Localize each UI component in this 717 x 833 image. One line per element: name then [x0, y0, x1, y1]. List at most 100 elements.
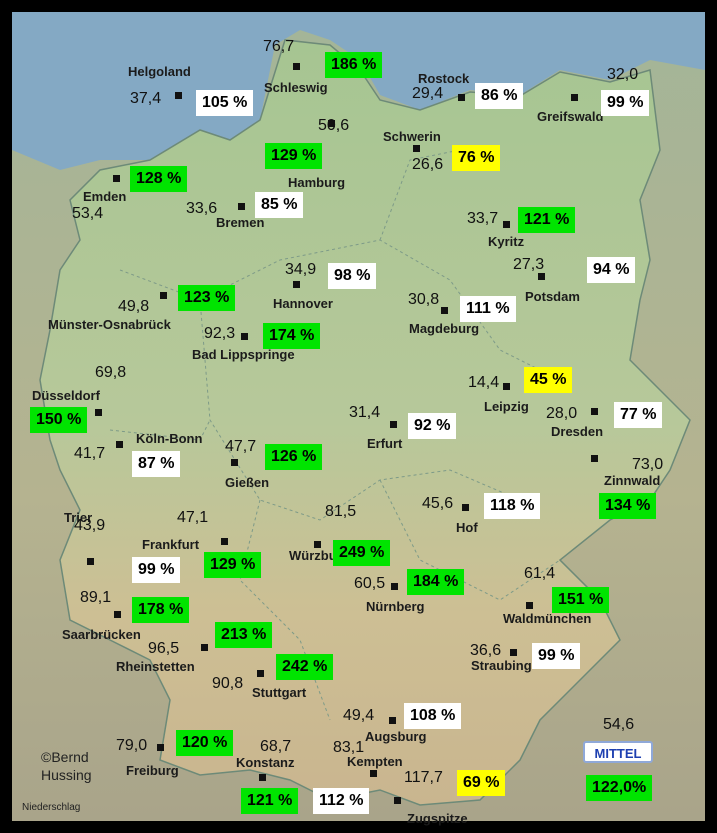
- station-marker: [241, 333, 248, 340]
- station-name: Emden: [83, 189, 127, 204]
- station-name: Bad Lippspringe: [192, 347, 295, 362]
- station-name: Düsseldorf: [32, 388, 100, 403]
- station-precip-value: 37,4: [130, 90, 162, 107]
- station-percent-badge: 99 %: [532, 643, 581, 669]
- station-percent-badge: 69 %: [457, 770, 506, 796]
- station-precip-value: 89,1: [80, 589, 112, 606]
- station-precip-value: 28,0: [546, 405, 578, 422]
- station-marker: [503, 383, 510, 390]
- station-name: Freiburg: [126, 763, 179, 778]
- station-name: Potsdam: [525, 289, 580, 304]
- station-percent-badge: 76 %: [452, 145, 501, 171]
- station-marker: [160, 292, 167, 299]
- station-percent-badge: 213 %: [215, 622, 273, 648]
- station-marker: [238, 203, 245, 210]
- station-name: Erfurt: [367, 436, 403, 451]
- station-marker: [503, 221, 510, 228]
- station-precip-value: 90,8: [212, 675, 244, 692]
- station-name: Saarbrücken: [62, 627, 141, 642]
- station-precip-value: 14,4: [468, 374, 500, 391]
- station-name: Straubing: [471, 658, 532, 673]
- station-marker: [391, 583, 398, 590]
- station-precip-value: 43,9: [74, 517, 106, 534]
- station-marker: [95, 409, 102, 416]
- station-percent-badge: 184 %: [407, 569, 465, 595]
- station-marker: [394, 797, 401, 804]
- station-precip-value: 49,4: [343, 707, 375, 724]
- station-name: Leipzig: [484, 399, 529, 414]
- station-name: Konstanz: [236, 755, 295, 770]
- station-precip-value: 69,8: [95, 364, 127, 381]
- station-name: Hamburg: [288, 175, 346, 190]
- station-marker: [231, 459, 238, 466]
- station-marker: [526, 602, 533, 609]
- station-name: Schleswig: [264, 80, 328, 95]
- station-percent-badge: 129 %: [265, 143, 323, 169]
- station-name: Köln-Bonn: [136, 431, 203, 446]
- station-precip-value: 33,6: [186, 200, 218, 217]
- station-precip-value: 92,3: [204, 325, 236, 342]
- station-percent-badge: 151 %: [552, 587, 610, 613]
- station-marker: [113, 175, 120, 182]
- station-precip-value: 45,6: [422, 495, 454, 512]
- station-marker: [328, 120, 335, 127]
- station-name: Schwerin: [383, 129, 441, 144]
- average-badge: MITTEL: [583, 741, 653, 763]
- station-name: Hannover: [273, 296, 333, 311]
- station-name: Rheinstetten: [116, 659, 195, 674]
- station-precip-value: 60,5: [354, 575, 386, 592]
- station-marker: [441, 307, 448, 314]
- station-name: Hof: [456, 520, 478, 535]
- station-precip-value: 34,9: [285, 261, 317, 278]
- station-name: Nürnberg: [366, 599, 425, 614]
- station-percent-badge: 85 %: [255, 192, 304, 218]
- station-percent-badge: 121 %: [241, 788, 299, 814]
- station-percent-badge: 99 %: [601, 90, 650, 116]
- station-name: Augsburg: [365, 729, 427, 744]
- station-precip-value: 30,8: [408, 291, 440, 308]
- station-percent-badge: 118 %: [484, 493, 541, 519]
- station-marker: [116, 441, 123, 448]
- station-marker: [293, 63, 300, 70]
- station-percent-badge: 92 %: [408, 413, 457, 439]
- station-percent-badge: 123 %: [178, 285, 236, 311]
- station-name: Dresden: [551, 424, 604, 439]
- station-precip-value: 83,1: [333, 739, 365, 756]
- station-percent-badge: 150 %: [30, 407, 88, 433]
- station-percent-badge: 45 %: [524, 367, 573, 393]
- station-marker: [390, 421, 397, 428]
- station-percent-badge: 112 %: [313, 788, 370, 814]
- station-marker: [413, 145, 420, 152]
- station-name: Münster-Osnabrück: [48, 317, 171, 332]
- copyright-line1: ©Bernd: [41, 749, 89, 765]
- station-precip-value: 32,0: [607, 66, 639, 83]
- station-precip-value: 117,7: [404, 769, 443, 786]
- station-marker: [314, 541, 321, 548]
- station-marker: [458, 94, 465, 101]
- station-percent-badge: 108 %: [404, 703, 462, 729]
- station-marker: [175, 92, 182, 99]
- station-precip-value: 27,3: [513, 256, 545, 273]
- station-percent-badge: 87 %: [132, 451, 181, 477]
- station-marker: [157, 744, 164, 751]
- station-percent-badge: 174 %: [263, 323, 321, 349]
- station-percent-badge: 86 %: [475, 83, 524, 109]
- station-name: Gießen: [225, 475, 270, 490]
- station-marker: [591, 408, 598, 415]
- station-percent-badge: 111 %: [460, 296, 516, 322]
- station-precip-value: 96,5: [148, 640, 180, 657]
- station-precip-value: 76,7: [263, 38, 295, 55]
- copyright: ©Bernd Hussing: [41, 748, 92, 784]
- station-name: Helgoland: [128, 64, 191, 79]
- sea-north: [12, 12, 705, 170]
- station-percent-badge: 126 %: [265, 444, 323, 470]
- station-marker: [591, 455, 598, 462]
- station-percent-badge: 120 %: [176, 730, 234, 756]
- station-precip-value: 50,6: [318, 117, 350, 134]
- station-name: Greifswald: [537, 109, 604, 124]
- station-marker: [510, 649, 517, 656]
- station-name: Kyritz: [488, 234, 525, 249]
- station-precip-value: 41,7: [74, 445, 106, 462]
- station-name: Frankfurt: [142, 537, 200, 552]
